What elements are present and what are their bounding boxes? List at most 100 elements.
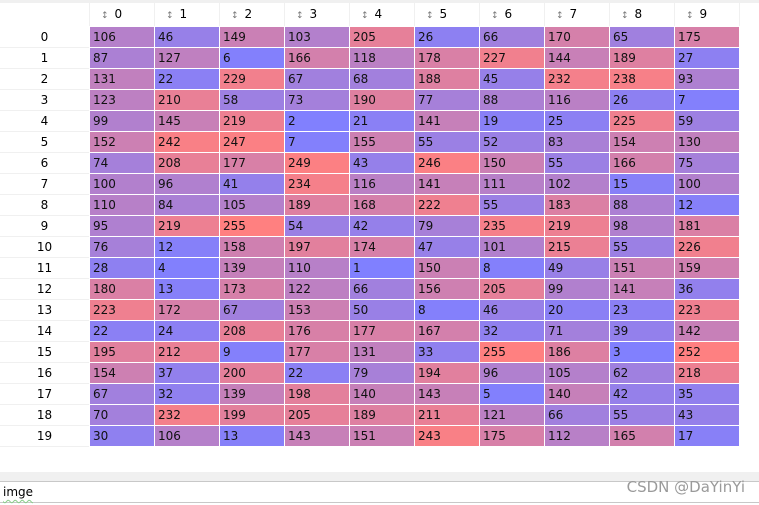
table-cell[interactable]: 58 <box>220 90 284 110</box>
table-cell[interactable]: 151 <box>350 426 414 446</box>
table-cell[interactable]: 159 <box>675 258 739 278</box>
table-cell[interactable]: 223 <box>90 300 154 320</box>
table-cell[interactable]: 55 <box>545 153 609 173</box>
table-cell[interactable]: 9 <box>220 342 284 362</box>
table-cell[interactable]: 99 <box>545 279 609 299</box>
table-cell[interactable]: 33 <box>415 342 479 362</box>
table-cell[interactable]: 190 <box>350 90 414 110</box>
table-cell[interactable]: 175 <box>480 426 544 446</box>
column-header[interactable]: ↕ 2 <box>220 3 285 26</box>
table-cell[interactable]: 189 <box>610 48 674 68</box>
column-header[interactable]: ↕ 8 <box>610 3 675 26</box>
sort-arrows-icon[interactable]: ↕ <box>491 11 499 21</box>
table-cell[interactable]: 177 <box>285 342 349 362</box>
table-cell[interactable]: 13 <box>220 426 284 446</box>
table-cell[interactable]: 52 <box>480 132 544 152</box>
table-cell[interactable]: 150 <box>480 153 544 173</box>
table-cell[interactable]: 26 <box>415 27 479 47</box>
table-cell[interactable]: 154 <box>610 132 674 152</box>
table-cell[interactable]: 37 <box>155 363 219 383</box>
table-cell[interactable]: 121 <box>480 405 544 425</box>
table-cell[interactable]: 112 <box>545 426 609 446</box>
table-cell[interactable]: 100 <box>675 174 739 194</box>
sort-arrows-icon[interactable]: ↕ <box>556 11 564 21</box>
table-cell[interactable]: 39 <box>610 321 674 341</box>
table-cell[interactable]: 27 <box>675 48 739 68</box>
table-cell[interactable]: 62 <box>610 363 674 383</box>
column-header[interactable]: ↕ 3 <box>285 3 350 26</box>
table-cell[interactable]: 13 <box>155 279 219 299</box>
table-cell[interactable]: 55 <box>480 195 544 215</box>
table-cell[interactable]: 143 <box>415 384 479 404</box>
table-cell[interactable]: 66 <box>545 405 609 425</box>
table-cell[interactable]: 219 <box>545 216 609 236</box>
table-cell[interactable]: 199 <box>220 405 284 425</box>
table-cell[interactable]: 67 <box>220 300 284 320</box>
table-cell[interactable]: 7 <box>285 132 349 152</box>
table-cell[interactable]: 252 <box>675 342 739 362</box>
table-cell[interactable]: 255 <box>480 342 544 362</box>
table-cell[interactable]: 22 <box>90 321 154 341</box>
table-cell[interactable]: 5 <box>480 384 544 404</box>
table-cell[interactable]: 141 <box>415 174 479 194</box>
table-cell[interactable]: 19 <box>480 111 544 131</box>
table-cell[interactable]: 141 <box>415 111 479 131</box>
table-cell[interactable]: 195 <box>90 342 154 362</box>
table-cell[interactable]: 100 <box>90 174 154 194</box>
table-cell[interactable]: 49 <box>545 258 609 278</box>
table-cell[interactable]: 140 <box>545 384 609 404</box>
table-cell[interactable]: 229 <box>220 69 284 89</box>
table-cell[interactable]: 186 <box>545 342 609 362</box>
table-cell[interactable]: 101 <box>480 237 544 257</box>
table-cell[interactable]: 208 <box>220 321 284 341</box>
table-cell[interactable]: 210 <box>155 90 219 110</box>
table-cell[interactable]: 131 <box>90 69 154 89</box>
table-cell[interactable]: 189 <box>285 195 349 215</box>
table-cell[interactable]: 139 <box>220 258 284 278</box>
table-cell[interactable]: 142 <box>675 321 739 341</box>
table-cell[interactable]: 173 <box>220 279 284 299</box>
table-cell[interactable]: 166 <box>610 153 674 173</box>
table-cell[interactable]: 32 <box>155 384 219 404</box>
table-cell[interactable]: 145 <box>155 111 219 131</box>
table-cell[interactable]: 26 <box>610 90 674 110</box>
table-cell[interactable]: 43 <box>675 405 739 425</box>
table-cell[interactable]: 103 <box>285 27 349 47</box>
sort-arrows-icon[interactable]: ↕ <box>231 11 239 21</box>
table-cell[interactable]: 36 <box>675 279 739 299</box>
table-cell[interactable]: 205 <box>285 405 349 425</box>
table-cell[interactable]: 149 <box>220 27 284 47</box>
table-cell[interactable]: 249 <box>285 153 349 173</box>
table-cell[interactable]: 21 <box>350 111 414 131</box>
table-cell[interactable]: 198 <box>285 384 349 404</box>
table-cell[interactable]: 110 <box>285 258 349 278</box>
table-cell[interactable]: 176 <box>285 321 349 341</box>
table-cell[interactable]: 45 <box>480 69 544 89</box>
table-cell[interactable]: 219 <box>155 216 219 236</box>
table-cell[interactable]: 24 <box>155 321 219 341</box>
table-cell[interactable]: 155 <box>350 132 414 152</box>
table-cell[interactable]: 59 <box>675 111 739 131</box>
table-cell[interactable]: 46 <box>480 300 544 320</box>
table-cell[interactable]: 238 <box>610 69 674 89</box>
table-cell[interactable]: 181 <box>675 216 739 236</box>
sort-arrows-icon[interactable]: ↕ <box>686 11 694 21</box>
table-cell[interactable]: 165 <box>610 426 674 446</box>
sort-arrows-icon[interactable]: ↕ <box>621 11 629 21</box>
horizontal-scrollbar[interactable] <box>0 472 759 481</box>
table-cell[interactable]: 166 <box>285 48 349 68</box>
table-cell[interactable]: 188 <box>415 69 479 89</box>
column-header[interactable]: ↕ 7 <box>545 3 610 26</box>
table-cell[interactable]: 218 <box>675 363 739 383</box>
table-cell[interactable]: 170 <box>545 27 609 47</box>
table-cell[interactable]: 219 <box>220 111 284 131</box>
table-cell[interactable]: 215 <box>545 237 609 257</box>
table-cell[interactable]: 235 <box>480 216 544 236</box>
table-cell[interactable]: 143 <box>285 426 349 446</box>
table-cell[interactable]: 154 <box>90 363 154 383</box>
table-cell[interactable]: 127 <box>155 48 219 68</box>
table-cell[interactable]: 96 <box>480 363 544 383</box>
table-cell[interactable]: 116 <box>350 174 414 194</box>
table-cell[interactable]: 15 <box>610 174 674 194</box>
table-cell[interactable]: 131 <box>350 342 414 362</box>
